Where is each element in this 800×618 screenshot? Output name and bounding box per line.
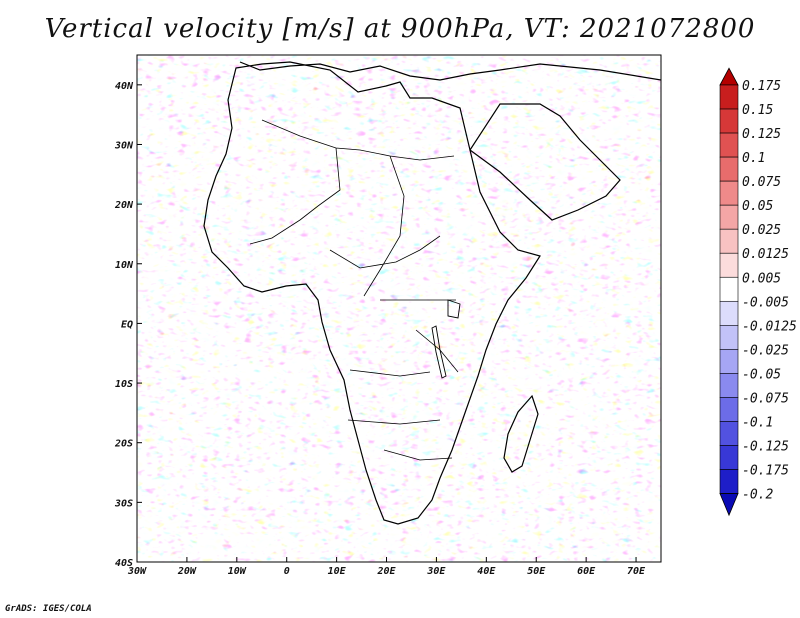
arabia-coastline [469, 103, 621, 221]
africa-coastline [203, 61, 541, 525]
map-plot-area [137, 55, 661, 562]
colorbar-swatch [719, 469, 739, 494]
lake-tanganyika [431, 325, 447, 379]
x-tick-label: 30W [127, 566, 147, 577]
colorbar: 0.175 0.15 0.125 0.1 0.075 0.05 0.025 0.0125 0.0… [719, 67, 797, 517]
x-tick-label: 50E [527, 566, 546, 577]
colorbar-swatch [719, 180, 739, 206]
x-tick-label: 30E [426, 566, 446, 577]
grads-credit: GrADS: IGES/COLA [5, 604, 92, 614]
colorbar-label: -0.075 [742, 391, 789, 406]
colorbar-label: 0.15 [742, 103, 773, 118]
colorbar-label: -0.2 [742, 488, 773, 503]
colorbar-swatch [719, 349, 739, 374]
colorbar-swatch [719, 421, 739, 446]
land-boundaries [203, 61, 661, 525]
lake-victoria [447, 299, 461, 319]
y-tick-label: EQ [121, 319, 133, 330]
colorbar-swatch [719, 252, 739, 278]
colorbar-label: 0.05 [742, 199, 773, 214]
colorbar-label: 0.0125 [742, 247, 789, 262]
y-axis: 40N 30N 20N 10N EQ 10S 20S 30S 40S [114, 81, 142, 569]
colorbar-label: 0.005 [742, 271, 781, 286]
x-tick-label: 10W [228, 566, 247, 577]
colorbar-swatch [719, 325, 739, 350]
madagascar-coastline [503, 394, 539, 473]
colorbar-label: 0.175 [742, 79, 781, 94]
x-tick-label: 20W [177, 566, 197, 577]
x-tick-label: 10E [328, 566, 347, 577]
colorbar-label: 0.075 [742, 175, 781, 190]
colorbar-label: -0.1 [742, 415, 773, 430]
colorbar-label: -0.175 [742, 464, 789, 479]
colorbar-label: 0.1 [742, 151, 765, 166]
colorbar-swatch [719, 228, 739, 254]
colorbar-label: -0.125 [742, 439, 789, 454]
y-tick-label: 30N [114, 140, 134, 151]
colorbar-swatch [719, 276, 739, 302]
x-axis: 30W 20W 10W 0 10E 20E 30E 40E 50E 60E 70E [127, 557, 646, 577]
colorbar-top-arrow [719, 67, 739, 86]
colorbar-label: 0.025 [742, 223, 781, 238]
colorbar-swatch [719, 445, 739, 470]
europe-coastline [239, 61, 661, 81]
colorbar-swatch [719, 108, 739, 134]
y-tick-label: 40S [115, 558, 133, 569]
colorbar-label: -0.05 [742, 367, 781, 382]
chart-title: Vertical velocity [m/s] at 900hPa, VT: 2… [44, 14, 756, 44]
x-tick-label: 0 [284, 566, 290, 577]
x-tick-label: 20E [376, 566, 396, 577]
velocity-field [137, 55, 661, 562]
plot-frame [136, 54, 662, 563]
x-tick-label: 40E [477, 566, 496, 577]
colorbar-swatch [719, 156, 739, 182]
colorbar-bottom-arrow [719, 493, 739, 517]
y-tick-label: 10N [115, 260, 134, 271]
y-tick-label: 30S [114, 498, 133, 509]
colorbar-swatch [719, 300, 739, 326]
colorbar-label: -0.025 [742, 343, 789, 358]
colorbar-label: 0.125 [742, 127, 781, 142]
colorbar-swatch [719, 397, 739, 422]
colorbar-label: -0.0125 [742, 319, 797, 334]
colorbar-label: -0.005 [742, 295, 789, 310]
y-tick-label: 20S [114, 439, 133, 450]
x-tick-label: 60E [577, 566, 596, 577]
y-tick-label: 40N [115, 81, 134, 92]
colorbar-swatch [719, 204, 739, 230]
country-borders [249, 119, 459, 461]
colorbar-swatch [719, 84, 739, 110]
colorbar-swatch [719, 132, 739, 158]
y-tick-label: 20N [114, 200, 134, 211]
y-tick-label: 10S [115, 379, 133, 390]
x-tick-label: 70E [627, 566, 646, 577]
colorbar-swatch [719, 373, 739, 398]
